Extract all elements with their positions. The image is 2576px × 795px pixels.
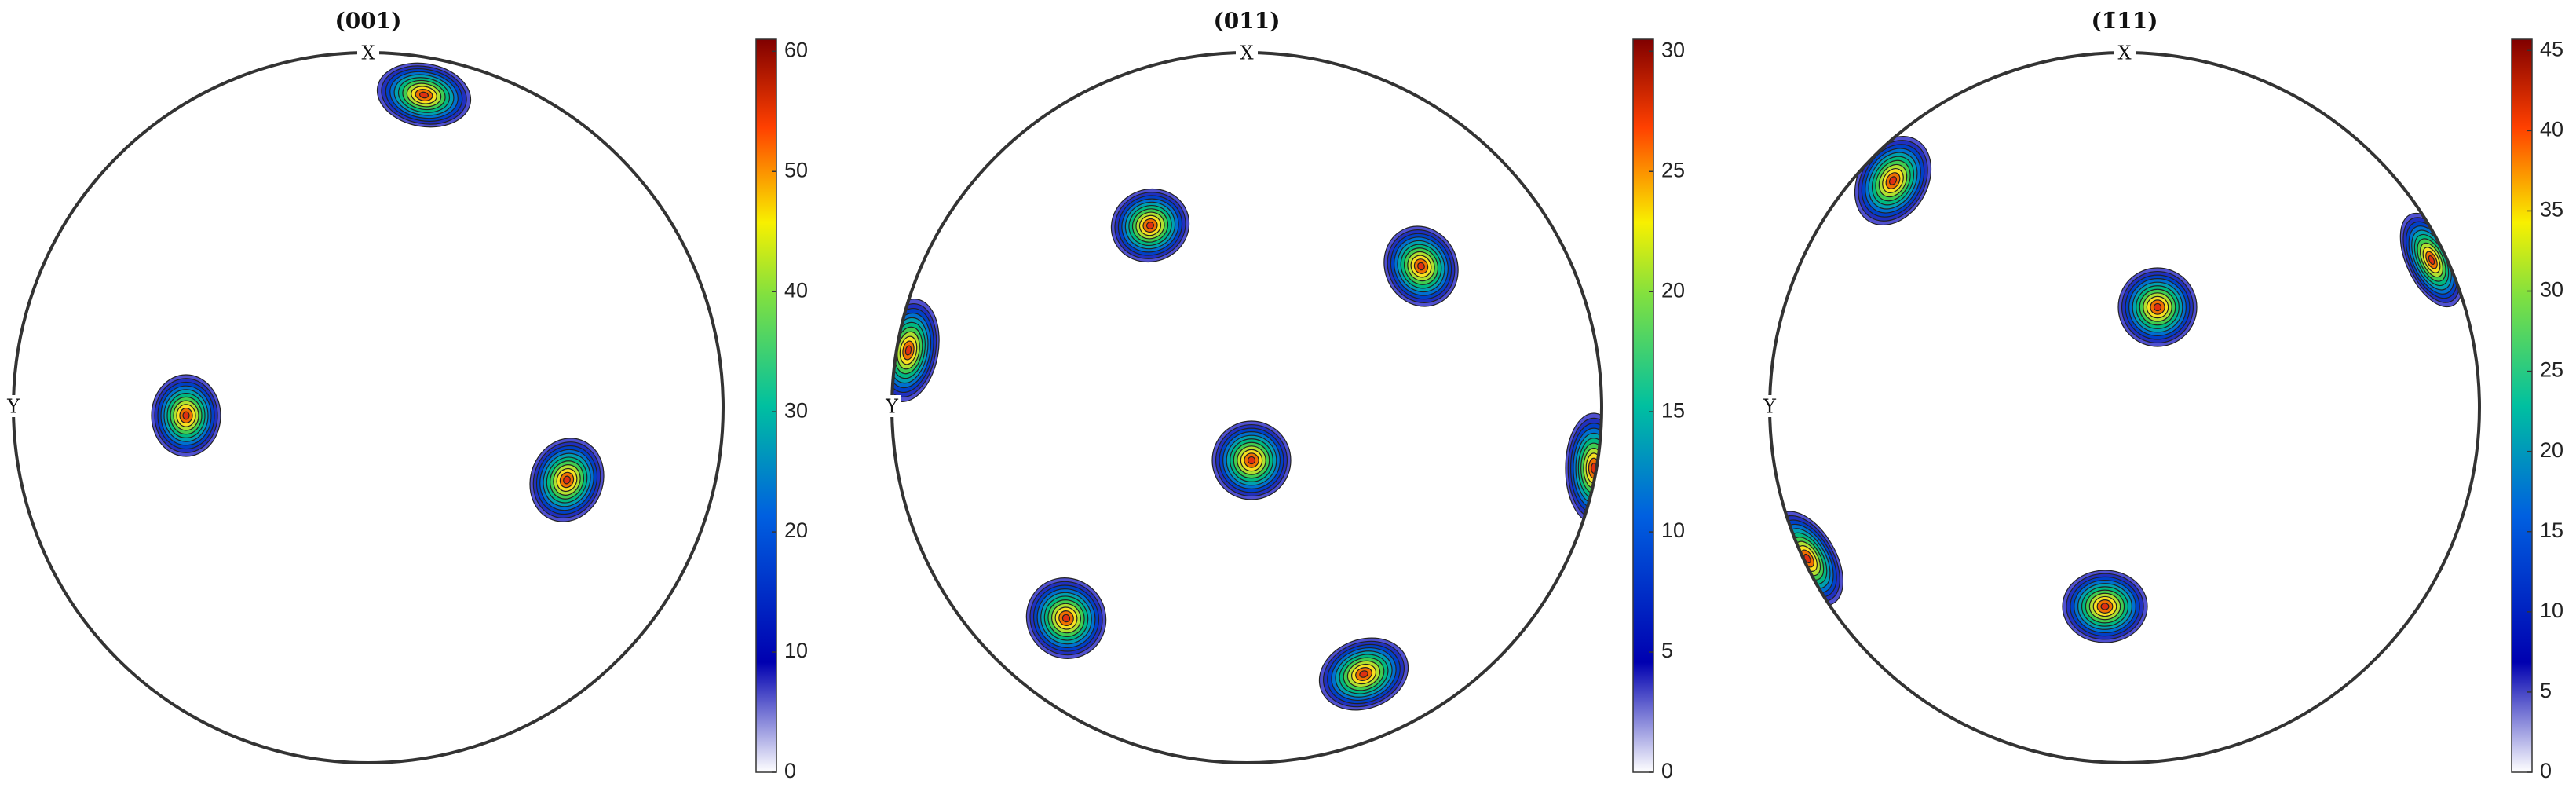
contour-level xyxy=(1247,456,1256,465)
contour-level xyxy=(1888,176,1898,185)
left-axis-label: Y xyxy=(885,396,899,418)
pole-spot xyxy=(2117,267,2198,347)
contour-level xyxy=(1145,222,1155,229)
label-bg xyxy=(357,42,379,64)
contour-level xyxy=(2428,255,2435,266)
pole-spot xyxy=(151,374,221,457)
label-bg xyxy=(2114,42,2136,64)
pole-spot xyxy=(1771,511,1843,606)
label-bg xyxy=(1760,395,1779,417)
contour-level xyxy=(2153,302,2162,312)
colorbar-tick-label: 25 xyxy=(2540,358,2563,382)
pole-figure-panel: (1̄11) X Y 0 5 10 15 20 25 30 35 40 45 xyxy=(1760,8,2563,782)
colorbar-tick-label: 40 xyxy=(784,278,808,302)
colorbar-tick-label: 5 xyxy=(1661,639,1673,662)
colorbar-tick-label: 25 xyxy=(1661,158,1685,181)
contour-level xyxy=(182,411,190,420)
colorbar-tick-label: 30 xyxy=(784,398,808,422)
pole-spot xyxy=(1211,420,1292,500)
label-bg xyxy=(882,395,901,417)
colorbar xyxy=(1632,38,1654,773)
contour-level xyxy=(1417,262,1425,271)
colorbar-tick-label: 5 xyxy=(2540,679,2552,702)
pole-spot xyxy=(2062,570,2148,643)
colorbar-tick-label: 10 xyxy=(1661,518,1685,542)
panel-title: (011) xyxy=(1214,8,1281,34)
colorbar-tick-label: 20 xyxy=(1661,278,1685,302)
colorbar xyxy=(2511,38,2533,773)
colorbar-tick-label: 45 xyxy=(2540,37,2563,60)
colorbar-tick-label: 0 xyxy=(1661,759,1673,782)
left-axis-label: Y xyxy=(6,396,20,418)
colorbar xyxy=(755,38,777,773)
colorbar-tick-label: 50 xyxy=(784,158,808,181)
contour-group xyxy=(892,188,1602,711)
colorbar-tick-label: 30 xyxy=(2540,278,2563,302)
pole-spot xyxy=(892,299,940,402)
colorbar-tick-label: 0 xyxy=(2540,759,2552,782)
pole-spot xyxy=(529,438,605,522)
colorbar-tick-label: 15 xyxy=(2540,518,2563,542)
label-bg xyxy=(4,395,23,417)
pole-spot xyxy=(1110,188,1190,263)
contour-level xyxy=(1359,670,1368,678)
label-bg xyxy=(1236,42,1258,64)
panel-title: (1̄11) xyxy=(2092,8,2158,34)
colorbar-tick-label: 40 xyxy=(2540,117,2563,141)
colorbar-tick-label: 10 xyxy=(784,639,808,662)
colorbar-tick-label: 30 xyxy=(1661,38,1685,61)
colorbar-tick-label: 20 xyxy=(784,518,808,542)
pole-spot xyxy=(376,62,472,128)
contour-group xyxy=(151,62,605,522)
pole-figure-panel: (011) X Y 0 5 10 15 20 25 30 xyxy=(882,8,1685,782)
top-axis-label: X xyxy=(361,42,375,64)
pole-spot xyxy=(1025,577,1107,659)
top-axis-label: X xyxy=(1240,42,1253,64)
projection-circle xyxy=(12,51,725,764)
pole-spot xyxy=(1318,637,1409,711)
colorbar-tick-label: 20 xyxy=(2540,438,2563,462)
contour-level xyxy=(563,475,571,485)
pole-spot xyxy=(1383,225,1459,307)
contour-level xyxy=(904,345,912,356)
top-axis-label: X xyxy=(2117,42,2131,64)
panel-title: (001) xyxy=(335,8,402,34)
colorbar-tick-label: 0 xyxy=(784,759,796,782)
pole-spot xyxy=(1565,412,1602,524)
contour-level xyxy=(418,91,429,99)
projection-circle xyxy=(890,51,1603,764)
left-axis-label: Y xyxy=(1763,396,1777,418)
pole-figure-panel: (001) X Y 0 10 20 30 40 50 60 xyxy=(4,8,808,782)
colorbar-tick-label: 60 xyxy=(784,38,808,61)
colorbar-tick-label: 35 xyxy=(2540,198,2563,222)
contour-level xyxy=(1061,614,1071,623)
contour-group xyxy=(1771,135,2464,643)
colorbar-tick-label: 15 xyxy=(1661,398,1685,422)
contour-level xyxy=(2100,603,2110,610)
colorbar-tick-label: 10 xyxy=(2540,599,2563,622)
